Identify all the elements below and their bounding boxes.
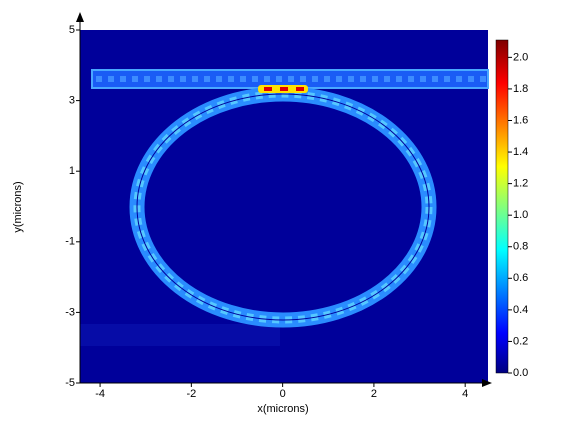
x-axis-arrow (482, 379, 492, 387)
x-tick-label: 0 (280, 388, 286, 400)
colorbar (495, 39, 509, 374)
colorbar-tick-label: 1.0 (513, 209, 528, 221)
x-tick-label: 2 (371, 388, 377, 400)
colorbar-tick-label: 0.8 (513, 241, 528, 253)
y-axis-label: y(microns) (12, 181, 24, 232)
colorbar-tick-label: 0.6 (513, 272, 528, 284)
y-tick-label: -5 (65, 377, 75, 389)
colorbar-tick-label: 1.2 (513, 178, 528, 190)
y-tick-label: -1 (65, 236, 75, 248)
x-tick-label: -4 (95, 388, 105, 400)
colorbar-tick-label: 0.2 (513, 335, 528, 347)
y-tick-label: 5 (69, 24, 75, 36)
x-axis-label: x(microns) (257, 403, 308, 415)
x-tick-label: 4 (462, 388, 468, 400)
y-axis-arrow (76, 12, 84, 22)
field (80, 30, 489, 383)
y-tick-label: 3 (69, 95, 75, 107)
colorbar-tick-label: 0.0 (513, 367, 528, 379)
colorbar-tick-label: 1.8 (513, 83, 528, 95)
y-tick-label: -3 (65, 306, 75, 318)
x-tick-label: -2 (186, 388, 196, 400)
colorbar-tick-label: 2.0 (513, 51, 528, 63)
colorbar-tick-label: 1.6 (513, 114, 528, 126)
colorbar-tick-label: 0.4 (513, 304, 528, 316)
y-tick-label: 1 (69, 165, 75, 177)
colorbar-tick-label: 1.4 (513, 146, 528, 158)
